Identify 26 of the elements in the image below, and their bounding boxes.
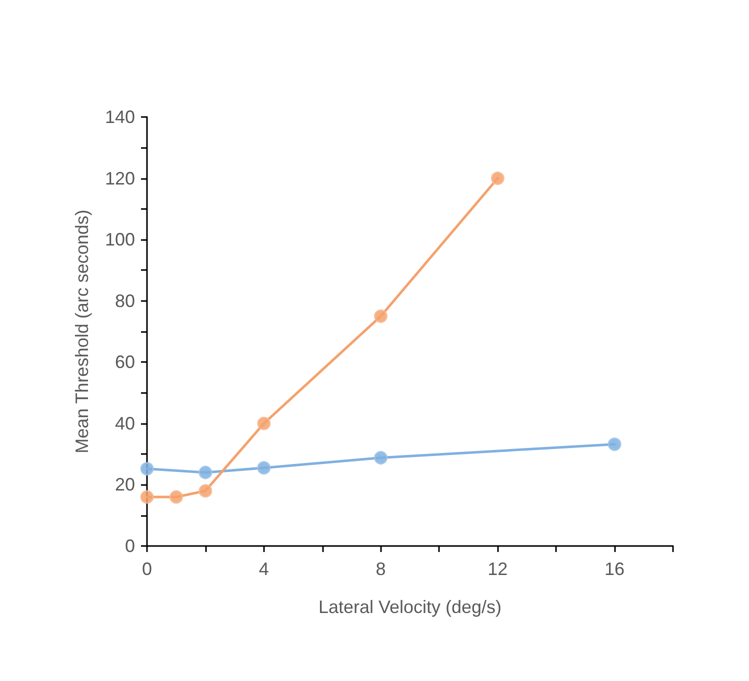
- point: [140, 490, 154, 504]
- y-axis-title: Mean Threshold (arc seconds): [72, 210, 92, 454]
- point: [198, 484, 212, 498]
- y-tick-label: 20: [114, 474, 135, 495]
- point: [608, 438, 622, 452]
- point: [490, 172, 504, 186]
- x-tick-label: 4: [258, 559, 269, 579]
- x-tick-label: 16: [604, 559, 625, 579]
- point: [198, 466, 212, 480]
- y-tick-label: 100: [104, 230, 135, 250]
- y-tick-label: 120: [104, 168, 135, 188]
- point: [257, 461, 271, 475]
- y-tick-label: 80: [114, 290, 135, 311]
- point: [374, 309, 388, 323]
- point: [169, 490, 183, 504]
- x-tick-label: 0: [142, 559, 152, 579]
- point: [374, 451, 388, 464]
- point: [140, 462, 154, 476]
- point: [257, 416, 271, 430]
- y-tick-label: 0: [124, 536, 135, 556]
- x-axis-title: Lateral Velocity (deg/s): [318, 597, 502, 617]
- x-tick-label: 8: [376, 559, 386, 579]
- y-tick-label: 60: [114, 352, 135, 372]
- y-tick-label: 40: [114, 413, 135, 434]
- y-tick-label: 140: [104, 107, 135, 127]
- x-tick-label: 12: [488, 559, 508, 579]
